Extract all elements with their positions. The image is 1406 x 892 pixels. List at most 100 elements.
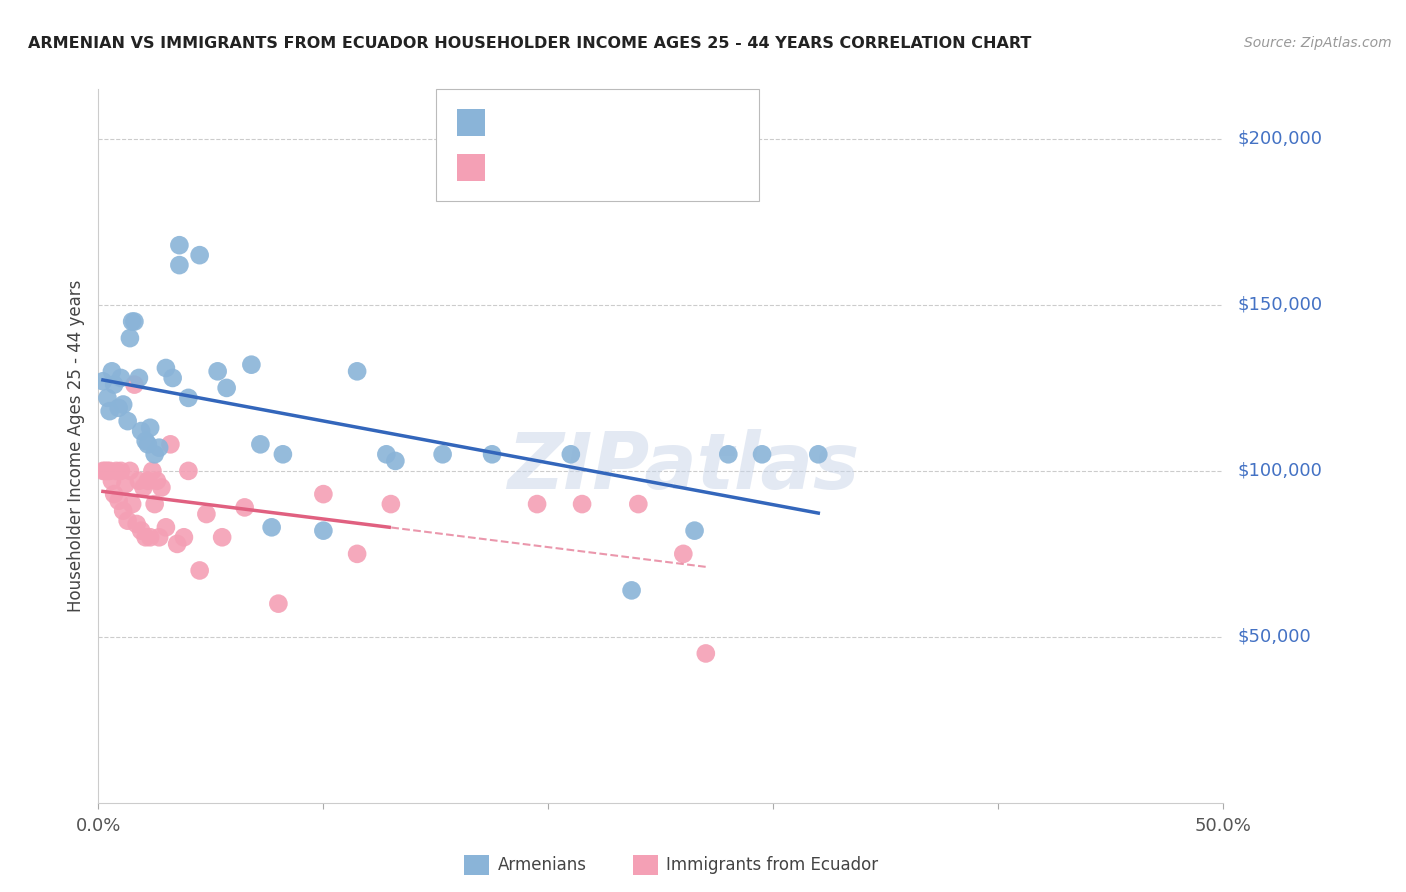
Text: ARMENIAN VS IMMIGRANTS FROM ECUADOR HOUSEHOLDER INCOME AGES 25 - 44 YEARS CORREL: ARMENIAN VS IMMIGRANTS FROM ECUADOR HOUS… (28, 36, 1032, 51)
Point (312, 487, 335, 501)
Point (271, 447, 294, 461)
Text: ZIPatlas: ZIPatlas (508, 429, 859, 506)
Point (346, 364, 368, 378)
Point (141, 464, 163, 478)
Point (215, 381, 238, 395)
Point (94, 464, 117, 478)
Point (135, 530, 157, 544)
Text: 43: 43 (636, 113, 661, 131)
Point (121, 314, 143, 328)
Text: -0.170: -0.170 (531, 113, 596, 131)
Text: $100,000: $100,000 (1237, 462, 1322, 480)
Point (128, 371, 150, 385)
Point (103, 377, 125, 392)
Text: Immigrants from Ecuador: Immigrants from Ecuador (666, 856, 879, 874)
Point (96, 464, 118, 478)
Point (346, 547, 368, 561)
Point (118, 464, 141, 478)
Point (233, 500, 256, 515)
Point (110, 464, 132, 478)
Point (132, 481, 155, 495)
Point (139, 421, 162, 435)
Point (267, 597, 290, 611)
Point (384, 454, 406, 468)
Text: 45: 45 (636, 159, 661, 177)
Point (98, 404, 121, 418)
Point (169, 258, 191, 272)
Text: $50,000: $50,000 (1237, 628, 1310, 646)
Point (695, 647, 717, 661)
Point (380, 497, 402, 511)
Point (125, 516, 148, 531)
Point (107, 401, 129, 415)
Point (129, 424, 152, 438)
Point (177, 391, 200, 405)
Point (117, 514, 139, 528)
Point (143, 497, 166, 511)
Point (91, 374, 114, 388)
Point (683, 524, 706, 538)
Point (249, 437, 271, 451)
Point (98, 464, 121, 478)
Point (107, 493, 129, 508)
Point (146, 474, 169, 488)
Point (128, 474, 150, 488)
Point (571, 497, 593, 511)
Point (114, 477, 136, 491)
Point (96, 391, 118, 405)
Text: N =: N = (598, 159, 637, 177)
Point (139, 530, 162, 544)
Point (155, 361, 177, 376)
Point (148, 441, 170, 455)
Point (807, 447, 830, 461)
Point (148, 530, 170, 544)
Point (105, 464, 128, 478)
Point (124, 377, 146, 392)
Text: $150,000: $150,000 (1237, 296, 1323, 314)
Point (620, 583, 643, 598)
Point (169, 238, 191, 252)
Text: $200,000: $200,000 (1237, 130, 1322, 148)
Text: Armenians: Armenians (498, 856, 586, 874)
Point (159, 437, 181, 451)
Text: N =: N = (598, 113, 637, 131)
Point (136, 474, 159, 488)
Text: R =: R = (492, 159, 531, 177)
Point (173, 530, 195, 544)
Point (91, 464, 114, 478)
Point (195, 507, 218, 521)
Point (101, 364, 124, 378)
Point (375, 447, 398, 461)
Text: R =: R = (492, 113, 531, 131)
Point (188, 564, 211, 578)
Point (150, 481, 173, 495)
Point (672, 547, 695, 561)
Point (188, 248, 211, 262)
Point (121, 497, 143, 511)
Point (135, 434, 157, 448)
Point (136, 437, 159, 451)
Point (112, 397, 135, 411)
Point (110, 371, 132, 385)
Point (481, 447, 503, 461)
Point (207, 364, 229, 378)
Point (124, 314, 146, 328)
Point (717, 447, 740, 461)
Point (627, 497, 650, 511)
Point (162, 371, 184, 385)
Point (112, 504, 135, 518)
Point (117, 414, 139, 428)
Text: -0.283: -0.283 (531, 159, 596, 177)
Point (560, 447, 582, 461)
Point (260, 520, 283, 534)
Point (118, 331, 141, 345)
Point (211, 530, 233, 544)
Point (129, 524, 152, 538)
Text: Source: ZipAtlas.com: Source: ZipAtlas.com (1244, 36, 1392, 50)
Point (526, 497, 548, 511)
Point (177, 464, 200, 478)
Point (103, 487, 125, 501)
Point (155, 520, 177, 534)
Point (432, 447, 454, 461)
Y-axis label: Householder Income Ages 25 - 44 years: Householder Income Ages 25 - 44 years (66, 280, 84, 612)
